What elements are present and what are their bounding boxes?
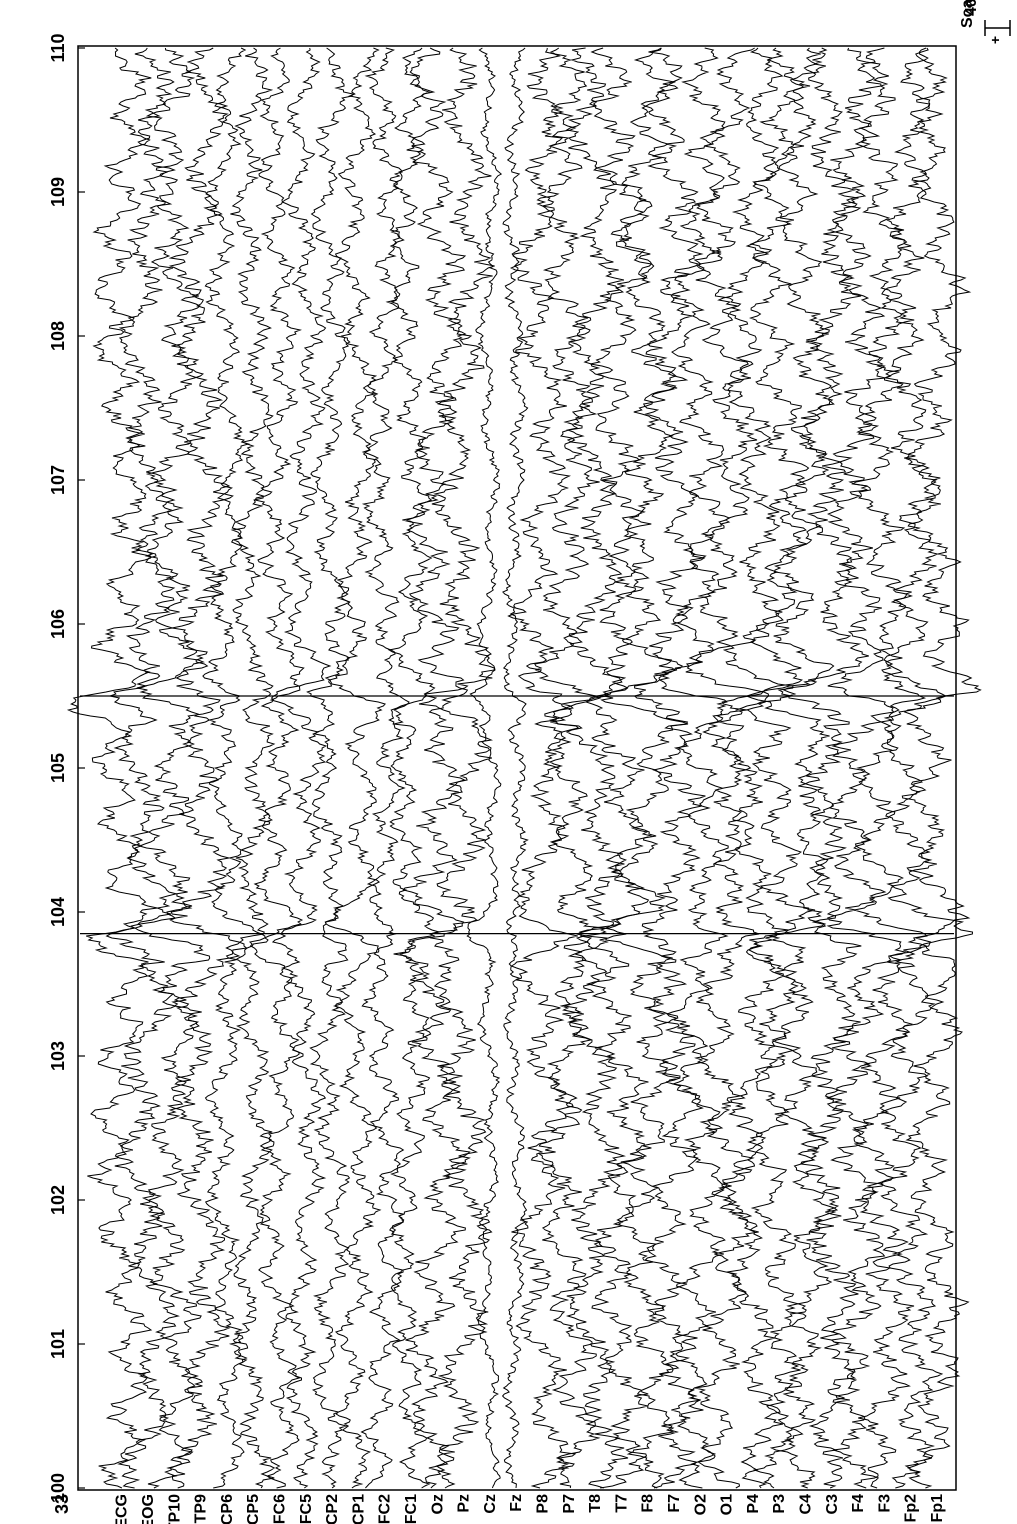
channel-trace <box>418 47 495 1489</box>
x-tick-label: 100 <box>48 1473 68 1503</box>
channel-trace <box>385 47 442 1489</box>
channel-trace <box>466 47 503 1489</box>
channel-trace <box>633 47 707 1489</box>
channel-label: ECG <box>114 1494 131 1524</box>
channel-trace <box>202 47 269 1489</box>
channel-trace <box>879 47 974 1489</box>
channel-trace <box>105 47 193 1489</box>
channel-label: CP1 <box>350 1494 367 1524</box>
channel-trace <box>393 47 471 1489</box>
channel-label: F4 <box>850 1494 867 1513</box>
x-tick-label: 104 <box>48 897 68 927</box>
channel-label: F7 <box>666 1494 683 1513</box>
channel-trace <box>721 47 827 1489</box>
channel-trace <box>225 47 276 1489</box>
channel-label: C4 <box>798 1494 815 1515</box>
channel-trace <box>122 47 211 1489</box>
channel-label: Fp1 <box>929 1494 946 1523</box>
channel-trace <box>901 47 982 1489</box>
channel-label: P7 <box>561 1494 578 1514</box>
scale-indicator: Scale 40 + <box>959 0 1011 44</box>
x-tick-label: 102 <box>48 1185 68 1215</box>
channel-trace <box>782 47 869 1489</box>
event-markers <box>80 695 954 935</box>
channel-trace <box>248 47 305 1489</box>
channel-label: F3 <box>876 1494 893 1513</box>
channel-label: Fz <box>508 1494 525 1512</box>
channel-trace <box>360 47 410 1489</box>
x-tick-label: 105 <box>48 753 68 783</box>
x-axis-ticks: 100 101 102 103 104 105 106 107 108 109 110 <box>48 33 85 1503</box>
channel-trace <box>534 47 627 1489</box>
rotated-plot-group: Fp1 Fp2 F3 F4 C3 C4 P3 P4 O1 O2 F7 F8 T7 T8 P7 P8 Fz Cz Pz… <box>48 0 1011 1524</box>
x-tick-label: 103 <box>48 1041 68 1071</box>
channel-trace <box>654 47 732 1489</box>
x-tick-label: 110 <box>48 33 68 62</box>
channel-label: T8 <box>587 1494 604 1513</box>
channel-trace <box>66 47 172 1489</box>
channel-trace <box>306 47 354 1489</box>
channel-label: P4 <box>745 1494 762 1514</box>
channel-label: O2 <box>692 1494 709 1515</box>
channel-label: Pz <box>456 1494 473 1513</box>
channel-trace <box>507 47 578 1489</box>
channel-trace <box>685 47 770 1489</box>
scale-plus-symbol: + <box>987 36 1003 44</box>
channel-label: TP10 <box>166 1494 183 1524</box>
bottom-channel-label: 33 <box>52 1494 72 1514</box>
x-tick-label: 107 <box>48 465 68 495</box>
channel-label: Cz <box>482 1494 499 1514</box>
x-tick-label: 106 <box>48 609 68 639</box>
channel-label: P8 <box>535 1494 552 1514</box>
channel-label: CP2 <box>324 1494 341 1524</box>
channel-trace <box>576 47 689 1489</box>
eeg-traces <box>66 47 982 1489</box>
channel-label: CP6 <box>219 1494 236 1524</box>
x-tick-label: 108 <box>48 321 68 351</box>
channel-labels: Fp1 Fp2 F3 F4 C3 C4 P3 P4 O1 O2 F7 F8 T7 T8 P7 P8 Fz Cz Pz… <box>114 1494 946 1524</box>
scale-value: 40 <box>963 0 980 16</box>
channel-trace <box>269 47 332 1489</box>
channel-trace <box>851 47 932 1489</box>
x-tick-label: 109 <box>48 177 68 207</box>
channel-label: FC1 <box>403 1494 420 1524</box>
channel-trace <box>166 47 248 1489</box>
channel-label: P3 <box>771 1494 788 1514</box>
channel-label: F8 <box>640 1494 657 1513</box>
scale-label: Scale <box>959 0 976 28</box>
channel-label: FC6 <box>272 1494 289 1524</box>
channel-trace <box>825 47 907 1489</box>
channel-label: C3 <box>824 1494 841 1515</box>
channel-label: FC5 <box>298 1494 315 1524</box>
channel-label: TP9 <box>193 1494 210 1523</box>
channel-trace <box>717 47 794 1489</box>
channel-trace <box>501 47 529 1489</box>
channel-trace <box>745 47 837 1489</box>
channel-label: EOG <box>140 1494 157 1524</box>
channel-label: FC2 <box>377 1494 394 1524</box>
x-tick-label: 101 <box>48 1329 68 1359</box>
channel-label: Oz <box>429 1494 446 1514</box>
channel-trace <box>579 47 653 1489</box>
channel-label: CP5 <box>245 1494 262 1524</box>
channel-trace <box>324 47 386 1489</box>
channel-label: T7 <box>613 1494 630 1513</box>
channel-label: O1 <box>719 1494 736 1515</box>
channel-trace <box>550 47 629 1489</box>
channel-label: Fp2 <box>903 1494 920 1523</box>
